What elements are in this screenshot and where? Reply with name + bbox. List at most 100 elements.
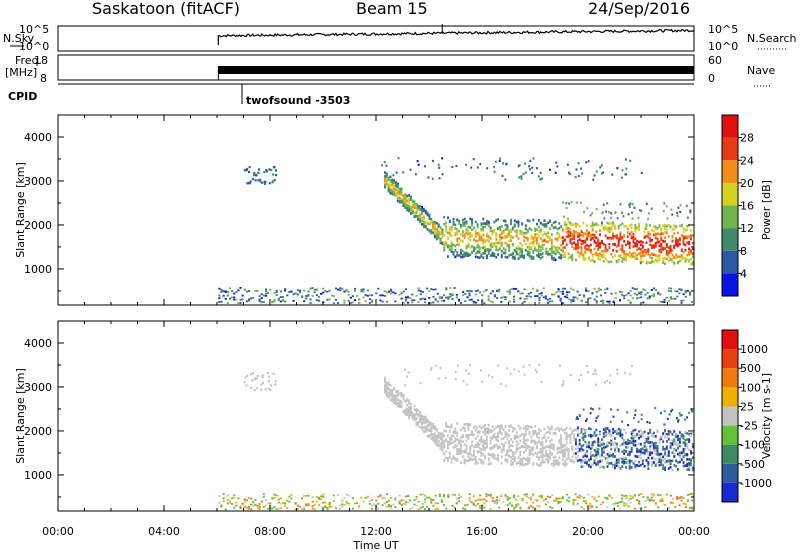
- range-gate-cell: [468, 292, 471, 295]
- range-gate-cell: [277, 299, 280, 301]
- range-gate-cell: [647, 436, 650, 439]
- range-gate-cell: [456, 449, 459, 453]
- range-gate-cell: [400, 405, 403, 408]
- range-gate-cell: [389, 389, 392, 392]
- range-gate-cell: [434, 221, 436, 224]
- range-gate-cell: [662, 464, 665, 467]
- range-gate-cell: [428, 290, 431, 292]
- range-gate-cell: [267, 292, 270, 294]
- range-gate-cell: [665, 243, 668, 246]
- range-gate-cell: [419, 208, 422, 211]
- range-gate-cell: [550, 254, 553, 258]
- range-gate-cell: [461, 240, 464, 243]
- x-tick-label: 04:00: [148, 525, 180, 538]
- range-gate-cell: [258, 505, 261, 508]
- range-gate-cell: [604, 227, 607, 231]
- range-gate-cell: [281, 300, 284, 302]
- range-gate-cell: [385, 182, 388, 185]
- range-gate-cell: [632, 437, 635, 440]
- range-gate-cell: [536, 446, 538, 450]
- range-gate-cell: [497, 241, 499, 245]
- range-gate-cell: [534, 295, 537, 297]
- range-gate-cell: [591, 229, 594, 232]
- range-gate-cell: [476, 239, 479, 243]
- range-gate-cell: [595, 241, 598, 245]
- range-gate-cell: [275, 508, 278, 510]
- range-gate-cell: [430, 501, 433, 504]
- range-gate-cell: [690, 237, 692, 241]
- range-gate-cell: [617, 243, 620, 247]
- range-gate-cell: [303, 508, 306, 511]
- range-gate-cell: [326, 298, 329, 301]
- range-gate-cell: [454, 437, 457, 441]
- range-gate-cell: [641, 241, 644, 244]
- range-gate-cell: [506, 290, 509, 293]
- range-gate-cell: [248, 496, 251, 499]
- range-gate-cell: [521, 230, 524, 234]
- range-gate-cell: [639, 257, 642, 261]
- range-gate-cell: [404, 501, 407, 503]
- range-gate-cell: [539, 245, 542, 249]
- range-gate-cell: [513, 255, 516, 259]
- range-gate-cell: [529, 159, 532, 162]
- range-gate-cell: [615, 235, 618, 238]
- range-gate-cell: [476, 442, 479, 446]
- range-gate-cell: [539, 461, 542, 465]
- range-gate-cell: [249, 180, 252, 183]
- range-gate-cell: [387, 381, 390, 385]
- range-gate-cell: [554, 220, 557, 224]
- range-gate-cell: [541, 243, 544, 247]
- range-gate-cell: [652, 260, 655, 264]
- range-gate-cell: [610, 461, 613, 465]
- freq-tick-bottom: 8: [40, 72, 47, 85]
- range-gate-cell: [511, 256, 514, 260]
- range-gate-cell: [521, 302, 524, 305]
- range-gate-cell: [580, 465, 583, 468]
- range-gate-cell: [621, 222, 624, 225]
- range-gate-cell: [536, 435, 538, 438]
- range-gate-cell: [627, 231, 629, 234]
- x-tick-label: 00:00: [42, 525, 74, 538]
- time-axis-title: Time UT: [352, 539, 398, 552]
- range-gate-cell: [368, 503, 371, 505]
- range-gate-cell: [536, 241, 538, 245]
- range-gate-cell: [478, 450, 481, 453]
- range-gate-cell: [499, 226, 501, 229]
- range-gate-cell: [454, 231, 457, 235]
- range-gate-cell: [594, 372, 597, 375]
- range-gate-cell: [265, 288, 268, 291]
- range-gate-cell: [419, 220, 422, 223]
- range-gate-cell: [286, 507, 289, 509]
- range-gate-cell: [482, 447, 485, 451]
- range-gate-cell: [511, 429, 514, 433]
- range-gate-cell: [614, 464, 616, 467]
- range-gate-cell: [536, 167, 538, 170]
- range-gate-cell: [273, 292, 276, 294]
- range-gate-cell: [557, 497, 560, 500]
- range-gate-cell: [539, 257, 542, 260]
- range-gate-cell: [360, 290, 363, 293]
- range-gate-cell: [682, 230, 685, 234]
- range-gate-cell: [413, 299, 416, 302]
- range-gate-cell: [568, 500, 571, 503]
- range-gate-cell: [404, 196, 407, 200]
- range-gate-cell: [634, 257, 637, 261]
- range-gate-cell: [313, 504, 316, 507]
- range-gate-cell: [275, 291, 278, 293]
- range-gate-cell: [508, 440, 511, 443]
- range-gate-cell: [623, 459, 626, 463]
- range-gate-cell: [408, 413, 410, 417]
- range-gate-cell: [417, 206, 420, 210]
- range-gate-cell: [417, 216, 420, 219]
- range-gate-cell: [491, 301, 494, 303]
- range-gate-cell: [536, 295, 539, 297]
- range-gate-cell: [508, 434, 511, 438]
- range-gate-cell: [565, 235, 568, 239]
- range-gate-cell: [408, 194, 410, 197]
- range-gate-cell: [617, 226, 620, 230]
- range-gate-cell: [358, 298, 361, 301]
- range-gate-cell: [515, 447, 518, 450]
- range-gate-cell: [627, 240, 629, 243]
- range-gate-cell: [599, 258, 601, 261]
- range-gate-cell: [572, 288, 575, 291]
